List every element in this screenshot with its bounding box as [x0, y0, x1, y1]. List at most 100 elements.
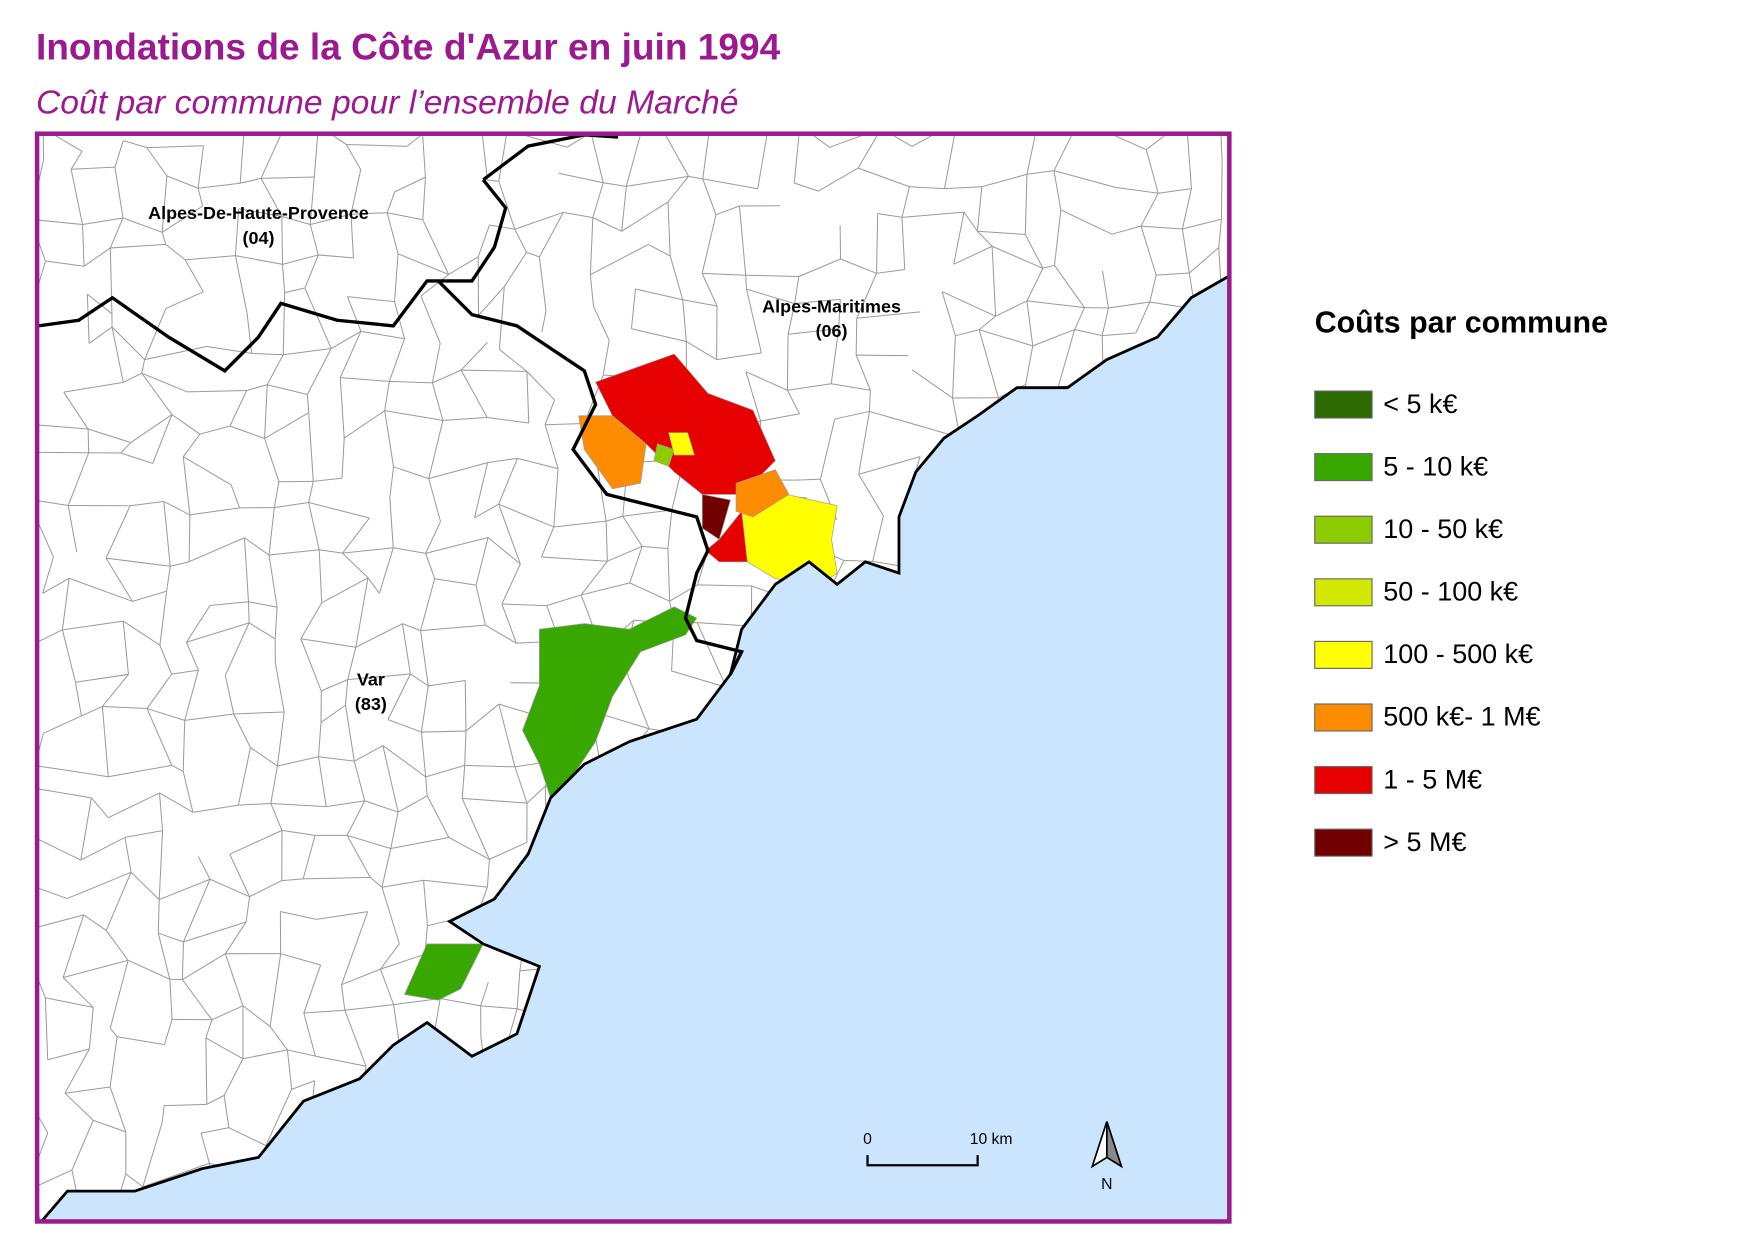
commune-border: [544, 424, 559, 469]
commune-border: [171, 764, 184, 772]
commune-border: [829, 134, 866, 148]
commune-border: [109, 1027, 118, 1038]
department-border: [437, 279, 745, 675]
commune: [653, 443, 675, 467]
commune-border: [268, 549, 320, 556]
commune-border: [146, 708, 173, 766]
commune-border: [287, 1049, 316, 1057]
commune-border: [340, 377, 390, 382]
legend-label: 500 k€- 1 M€: [1383, 702, 1540, 732]
commune-border: [877, 212, 903, 218]
commune-border: [1218, 219, 1222, 248]
commune-border: [42, 556, 54, 594]
commune-border: [63, 769, 109, 778]
commune-border: [81, 706, 103, 717]
commune-border: [386, 212, 399, 254]
commune-border: [144, 308, 167, 360]
commune-border: [474, 462, 489, 518]
commune-border: [166, 566, 171, 592]
commune-border: [387, 673, 411, 720]
title: Inondations de la Côte d'Azur en juin 19…: [36, 26, 781, 68]
commune-border: [944, 186, 982, 190]
commune-border: [198, 182, 241, 189]
commune-border: [393, 998, 441, 1006]
commune-border: [141, 372, 173, 415]
commune-border: [171, 669, 199, 675]
commune-border: [1024, 234, 1044, 269]
commune-border: [603, 182, 627, 187]
commune-border: [426, 795, 450, 838]
commune-border: [464, 731, 467, 766]
commune-border: [47, 1048, 90, 1061]
commune-border: [384, 410, 395, 467]
commune-border: [346, 835, 371, 878]
commune-border: [159, 644, 173, 675]
commune-border: [757, 134, 768, 189]
commune-border: [313, 477, 343, 482]
commune-border: [868, 390, 871, 412]
commune-border: [876, 213, 879, 274]
commune-border: [38, 887, 68, 900]
commune-border: [66, 871, 132, 900]
commune-border: [977, 230, 993, 247]
commune-border: [122, 620, 161, 646]
commune-border: [667, 176, 690, 203]
commune-border: [420, 295, 441, 344]
commune-border: [431, 343, 441, 384]
commune-border: [70, 169, 84, 225]
commune-border: [114, 140, 124, 168]
commune-border: [186, 622, 250, 643]
commune-border: [105, 557, 133, 602]
commune-border: [425, 536, 489, 554]
commune-border: [286, 125, 319, 126]
commune-border: [702, 178, 758, 190]
commune-border: [200, 1127, 229, 1134]
commune-border: [181, 941, 184, 980]
commune-border: [1145, 134, 1167, 151]
commune-border: [667, 509, 673, 549]
commune-border: [625, 134, 641, 187]
commune-border: [1220, 160, 1223, 220]
commune-border: [1074, 329, 1103, 337]
commune-border: [171, 414, 201, 435]
commune-border: [229, 390, 248, 427]
commune-border: [858, 456, 921, 475]
commune-border: [538, 256, 547, 312]
north-arrow-right: [1106, 1121, 1123, 1169]
commune-border: [422, 219, 450, 275]
commune-border: [745, 274, 799, 277]
commune-border: [185, 255, 236, 261]
commune-border: [347, 673, 411, 681]
commune-border: [242, 1049, 288, 1060]
commune-border: [991, 246, 997, 317]
commune-border: [461, 765, 466, 799]
commune-border: [182, 953, 226, 980]
commune-border: [38, 239, 46, 262]
commune-border: [342, 547, 394, 554]
commune-border: [1187, 134, 1192, 189]
commune-border: [243, 537, 250, 602]
commune-border: [88, 326, 113, 344]
commune-border: [397, 795, 428, 813]
commune-border: [746, 288, 795, 305]
commune-border: [387, 212, 423, 221]
commune-border: [319, 549, 343, 554]
commune-border: [315, 1055, 367, 1067]
commune-border: [1135, 301, 1151, 334]
commune-border: [953, 212, 965, 265]
commune-border: [163, 501, 171, 567]
commune-border: [350, 212, 388, 215]
commune-border: [541, 311, 547, 333]
commune-border: [540, 526, 555, 558]
legend-label: 50 - 100 k€: [1383, 577, 1518, 607]
commune-border: [109, 1086, 127, 1133]
commune-border: [1101, 270, 1109, 309]
commune-border: [1026, 134, 1036, 175]
commune-border: [192, 804, 239, 813]
commune-border: [629, 546, 643, 584]
commune-border: [475, 584, 486, 626]
commune-border: [981, 173, 1028, 188]
commune-border: [855, 354, 871, 391]
commune-border: [234, 255, 248, 313]
